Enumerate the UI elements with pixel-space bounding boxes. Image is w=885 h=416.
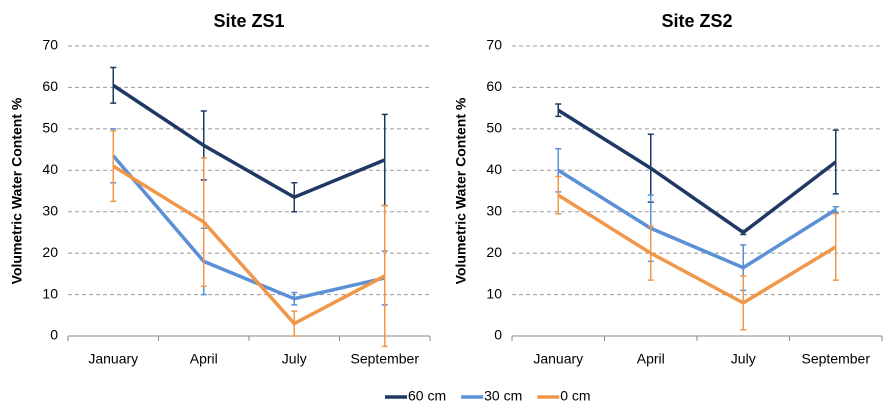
error-bar: [832, 213, 839, 281]
error-bar: [832, 129, 839, 195]
legend-label: 0 cm: [560, 388, 590, 404]
x-tick-label: July: [282, 351, 307, 367]
y-tick-label: 40: [486, 161, 502, 177]
y-tick-label: 10: [486, 285, 502, 301]
error-bar: [291, 291, 298, 306]
error-bar: [647, 225, 654, 281]
series-line: [112, 164, 386, 326]
x-tick-label: July: [731, 351, 756, 367]
x-tick-label: January: [88, 351, 138, 367]
error-bar: [200, 157, 207, 288]
y-tick-label: 60: [486, 78, 502, 94]
series-line: [111, 154, 386, 301]
error-bar: [291, 181, 298, 213]
series-line: [557, 168, 837, 270]
legend-label: 30 cm: [484, 388, 522, 404]
error-bar: [291, 310, 298, 337]
x-tick-label: September: [802, 351, 871, 367]
y-tick-label: 30: [486, 202, 502, 218]
y-tick-label: 30: [42, 202, 58, 218]
y-tick-label: 10: [42, 285, 58, 301]
y-tick-label: 20: [42, 244, 58, 260]
y-tick-label: 20: [486, 244, 502, 260]
error-bar: [832, 205, 839, 214]
error-bar: [740, 275, 747, 331]
error-bar: [555, 103, 562, 118]
y-tick-label: 50: [486, 120, 502, 136]
error-bar: [381, 204, 388, 348]
y-tick-label: 70: [486, 37, 502, 53]
x-tick-label: April: [190, 351, 218, 367]
error-bar: [110, 66, 117, 104]
y-tick-label: 0: [494, 327, 502, 343]
error-bar: [555, 175, 562, 215]
y-tick-label: 60: [42, 78, 58, 94]
x-tick-label: January: [533, 351, 583, 367]
legend-label: 60 cm: [408, 388, 446, 404]
y-tick-label: 40: [42, 161, 58, 177]
y-tick-label: 0: [50, 327, 58, 343]
series-line: [557, 108, 837, 235]
error-bar: [110, 130, 117, 203]
series-line: [557, 193, 837, 305]
y-tick-label: 70: [42, 37, 58, 53]
series-line: [112, 83, 386, 200]
x-tick-label: September: [351, 351, 420, 367]
error-bar: [740, 229, 747, 236]
y-tick-label: 50: [42, 120, 58, 136]
chart-title: Site ZS1: [213, 11, 284, 31]
x-tick-label: April: [637, 351, 665, 367]
y-axis-label: Volumetric Water Content %: [453, 97, 469, 284]
chart-title: Site ZS2: [661, 11, 732, 31]
y-axis-label: Volumetric Water Content %: [9, 97, 25, 284]
